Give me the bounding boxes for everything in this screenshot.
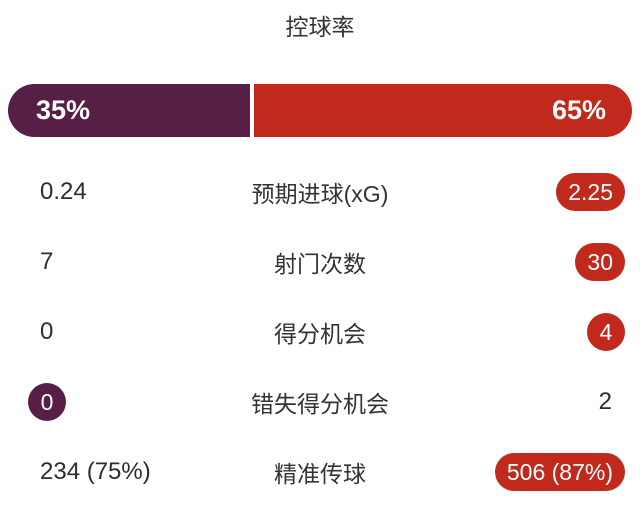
possession-away-segment: 65% [254, 84, 632, 137]
possession-bar: 35% 65% [8, 84, 632, 137]
home-value: 0 [28, 383, 66, 421]
away-value-cell: 2 [599, 367, 625, 437]
possession-home-value: 35% [36, 95, 91, 125]
stat-label: 射门次数 [274, 251, 366, 277]
possession-home-segment: 35% [8, 84, 251, 137]
away-value-cell: 30 [575, 227, 625, 297]
stat-label: 预期进球(xG) [251, 181, 389, 207]
home-value: 7 [40, 248, 54, 275]
stat-row: 7 射门次数 30 [0, 227, 640, 297]
away-value: 4 [587, 313, 625, 351]
away-value: 30 [575, 243, 625, 281]
stat-row: 0.24 预期进球(xG) 2.25 [0, 157, 640, 227]
away-value: 506 (87%) [494, 453, 625, 491]
stat-label: 错失得分机会 [251, 391, 389, 417]
home-value-cell: 234 (75%) [28, 437, 151, 507]
home-value-cell: 0.24 [28, 157, 87, 227]
home-value: 234 (75%) [40, 458, 151, 485]
away-value-cell: 2.25 [556, 157, 625, 227]
home-value: 0.24 [40, 178, 87, 205]
home-value-cell: 0 [28, 367, 66, 437]
away-value-cell: 4 [587, 297, 625, 367]
possession-bar-divider [250, 84, 255, 137]
stat-row: 0 错失得分机会 2 [0, 367, 640, 437]
home-value: 0 [40, 318, 54, 345]
home-value-cell: 0 [28, 297, 53, 367]
away-value: 2.25 [556, 173, 625, 211]
chart-title: 控球率 [285, 14, 355, 40]
stat-row: 0 得分机会 4 [0, 297, 640, 367]
stats-rows: 0.24 预期进球(xG) 2.25 7 射门次数 30 0 得分机会 4 0 … [0, 157, 640, 507]
stat-label: 精准传球 [274, 461, 366, 487]
away-value: 2 [598, 388, 612, 415]
stat-label: 得分机会 [274, 321, 366, 347]
away-value-cell: 506 (87%) [494, 437, 625, 507]
home-value-cell: 7 [28, 227, 53, 297]
stat-row: 234 (75%) 精准传球 506 (87%) [0, 437, 640, 507]
possession-away-value: 65% [551, 95, 606, 125]
match-stats-panel: 控球率 35% 65% 0.24 预期进球(xG) 2.25 7 射门次数 30… [0, 14, 640, 530]
